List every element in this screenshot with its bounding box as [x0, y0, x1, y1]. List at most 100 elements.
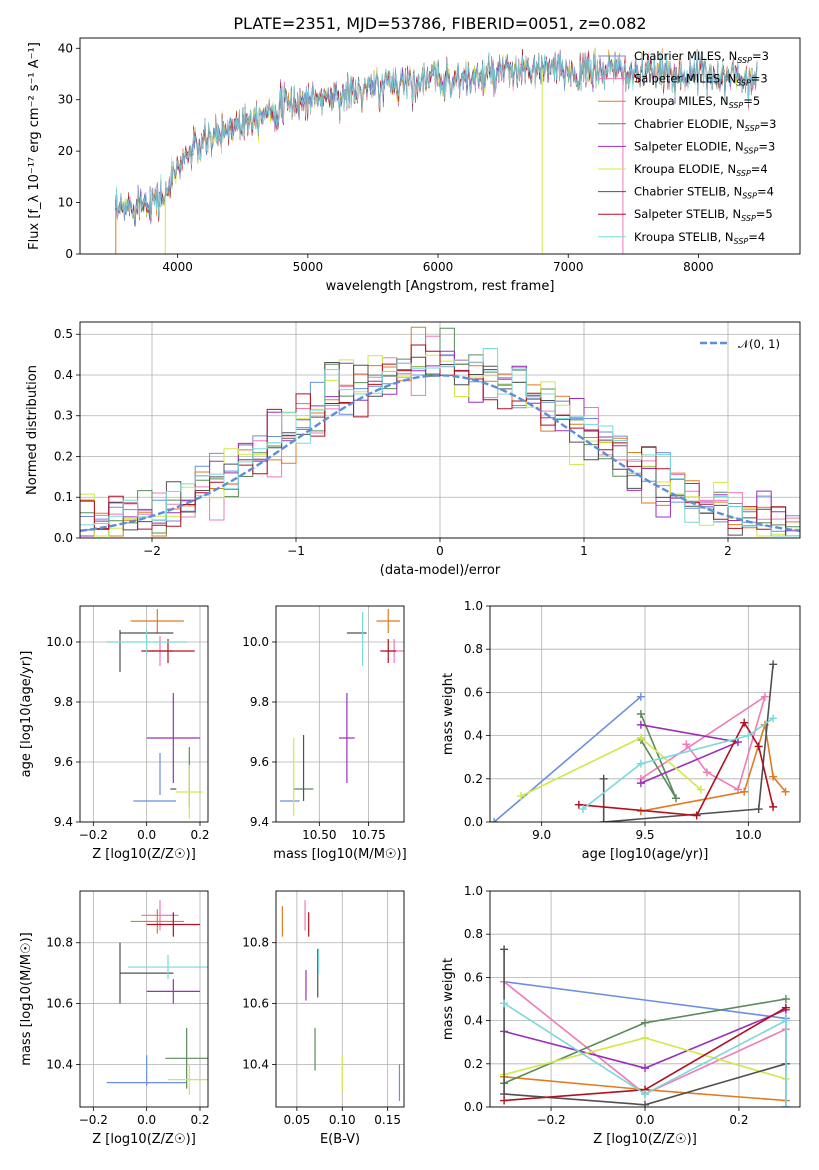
legend-nssp-sub: SSP [744, 146, 759, 155]
x-axis-label: Z [log10(Z/Z☉)] [92, 1132, 196, 1147]
plus-marker [769, 802, 778, 811]
plus-marker [734, 738, 742, 747]
panel-age-vs-z: −0.2 0.0 0.2 9.4 9.6 9.8 10.0 Z [log10(Z/Z☉)] ag… [19, 605, 210, 862]
x-tick-label: 9.5 [635, 828, 654, 842]
plus-marker [682, 740, 691, 749]
y-tick-label: 9.8 [250, 695, 269, 709]
grid [276, 891, 404, 1107]
y-tick-label: 0 [65, 247, 73, 261]
x-tick-label: 0.05 [284, 1113, 311, 1127]
y-tick-label: 10.6 [242, 997, 269, 1011]
x-tick-label: 6000 [423, 260, 454, 274]
x-tick-label: 0.0 [137, 1113, 156, 1127]
plus-marker [696, 785, 705, 794]
y-tick-label: 0.4 [464, 1014, 483, 1028]
plus-marker [744, 731, 753, 740]
axes-frame [79, 321, 801, 539]
errorbar-point [380, 639, 397, 663]
plus-marker [500, 945, 509, 954]
data-layer [490, 660, 790, 822]
errorbar-point [141, 639, 195, 663]
x-tick-label: 0.10 [329, 1113, 356, 1127]
plus-marker [692, 811, 701, 820]
legend-nssp-prefix: , N [725, 207, 741, 221]
x-tick-label: −0.2 [79, 828, 108, 842]
normal-curve [80, 374, 800, 533]
plus-marker [641, 1090, 649, 1099]
x-tick-label: 9.0 [532, 828, 551, 842]
errorbar-point [176, 765, 203, 819]
plot-area [80, 322, 800, 538]
x-axis-label: mass [log10(M/M☉)] [273, 847, 406, 862]
legend-entry: Kroupa STELIB, NSSP=4 [634, 230, 765, 246]
plus-marker [781, 787, 790, 796]
plus-marker [636, 759, 645, 768]
axes-frame [79, 605, 209, 823]
panel-age-vs-mass: 10.50 10.75 9.4 9.6 9.8 10.0 mass [log10(M/M☉)… [242, 605, 407, 862]
legend-nssp-value: =4 [748, 230, 765, 244]
y-tick-label: 10.8 [242, 936, 269, 950]
errorbar-point [141, 900, 179, 931]
x-tick-label: 0.2 [729, 1113, 748, 1127]
y-tick-label: 0.2 [464, 772, 483, 786]
plus-marker [641, 1018, 649, 1027]
y-tick-label: 10.4 [46, 1057, 73, 1071]
plus-marker [636, 692, 645, 701]
plus-marker [754, 742, 763, 751]
plus-marker [574, 800, 583, 809]
plus-marker [740, 718, 749, 727]
y-tick-label: 0.1 [54, 490, 73, 504]
legend-nssp-value: =3 [758, 139, 775, 153]
plus-marker [500, 999, 509, 1008]
errorbar-point [128, 954, 208, 980]
legend-nssp-prefix: , N [720, 162, 736, 176]
grid [276, 606, 404, 822]
x-tick-label: 1 [580, 544, 588, 558]
panel-residual-histogram: −2 −1 0 1 2 0.0 0.1 0.2 0.3 0.4 0.5 (data-model)/er… [25, 321, 801, 578]
axes-frame [79, 37, 801, 255]
panel-mass-weight-vs-z: −0.2 0.0 0.2 0.0 0.2 0.4 0.6 0.8 1.0 Z [log10(Z/Z… [441, 884, 801, 1147]
legend-nssp-sub: SSP [729, 101, 744, 110]
errorbar-point [339, 693, 355, 783]
legend-model: Salpeter MILES [634, 72, 720, 86]
weight-line-chabrier-stelib [503, 949, 787, 1106]
y-axis-label: age [log10(age/yr)] [19, 651, 34, 778]
plus-marker [641, 1100, 649, 1107]
y-tick-label: 9.6 [250, 755, 269, 769]
legend-nssp-prefix: , N [720, 72, 736, 86]
legend-nssp-value: =3 [760, 117, 777, 131]
legend-entry: Salpeter MILES, NSSP=3 [634, 72, 768, 88]
plus-marker [769, 772, 778, 781]
legend-nssp-value: =3 [752, 49, 769, 63]
legend-nssp-sub: SSP [742, 192, 757, 201]
y-tick-label: 9.6 [54, 755, 73, 769]
legend-nssp-prefix: , N [728, 139, 744, 153]
legend-nssp-prefix: , N [729, 117, 745, 131]
y-tick-label: 10.6 [46, 997, 73, 1011]
plus-marker [740, 787, 749, 796]
x-axis-label: Z [log10(Z/Z☉)] [92, 847, 196, 862]
y-tick-label: 0.2 [464, 1057, 483, 1071]
plus-marker [579, 805, 587, 814]
y-tick-label: 0.4 [464, 729, 483, 743]
plus-marker [760, 692, 769, 701]
legend-nssp-sub: SSP [737, 56, 752, 65]
y-tick-label: 0.3 [54, 409, 73, 423]
y-tick-label: 0.0 [464, 1100, 483, 1114]
x-tick-label: 10.50 [302, 828, 336, 842]
legend-nssp-sub: SSP [741, 214, 756, 223]
x-tick-label: 4000 [162, 260, 193, 274]
legend-nssp-sub: SSP [745, 124, 760, 133]
plus-marker [781, 1003, 790, 1012]
plus-marker [636, 733, 645, 742]
plus-marker [781, 995, 790, 1003]
panel-mass-weight-vs-age: 9.0 9.5 10.0 0.0 0.2 0.4 0.6 0.8 1.0 age [log10(a… [441, 599, 801, 862]
data-layer [500, 945, 790, 1107]
y-tick-label: 0.0 [54, 531, 73, 545]
legend-model: Kroupa STELIB [634, 230, 718, 244]
legend-nssp-value: =5 [743, 94, 760, 108]
plot-area [80, 891, 208, 1107]
plus-marker [636, 710, 645, 718]
panel-mass-vs-e-b-v-: 0.05 0.10 0.15 10.4 10.6 10.8 E(B-V) [242, 890, 405, 1147]
plus-marker [769, 660, 778, 669]
